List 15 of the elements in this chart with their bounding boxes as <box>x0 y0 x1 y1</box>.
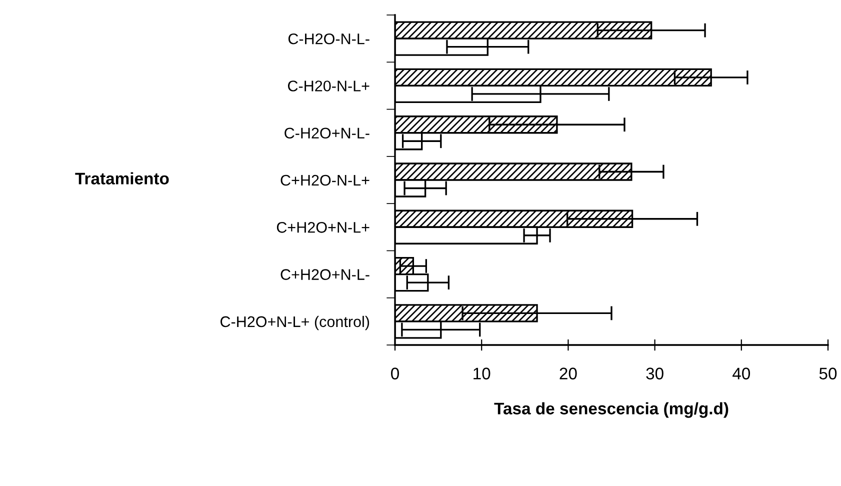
y-tick-label: C-H2O+N-L+ (control) <box>220 316 370 330</box>
x-tick-label: 40 <box>732 368 750 380</box>
y-tick-label: C-H2O+N-L- <box>284 128 370 139</box>
x-tick-label: 50 <box>819 368 837 380</box>
x-tick-label: 20 <box>560 368 577 380</box>
y-tick-label: C+H2O-N-L+ <box>280 174 370 186</box>
y-tick-label: C+H2O+N-L- <box>280 269 370 280</box>
y-tick-label: C+H2O+N-L+ <box>276 222 370 233</box>
x-tick-label: 30 <box>646 368 664 380</box>
x-tick-label: 10 <box>474 368 490 380</box>
x-tick-label: 0 <box>391 368 399 380</box>
y-axis-title: Tratamiento <box>75 172 169 184</box>
y-tick-label: C-H2O-N-L- <box>288 33 370 44</box>
y-tick-label: C-H20-N-L+ <box>288 80 370 92</box>
x-axis-title: Tasa de senescencia (mg/g.d) <box>494 402 728 418</box>
